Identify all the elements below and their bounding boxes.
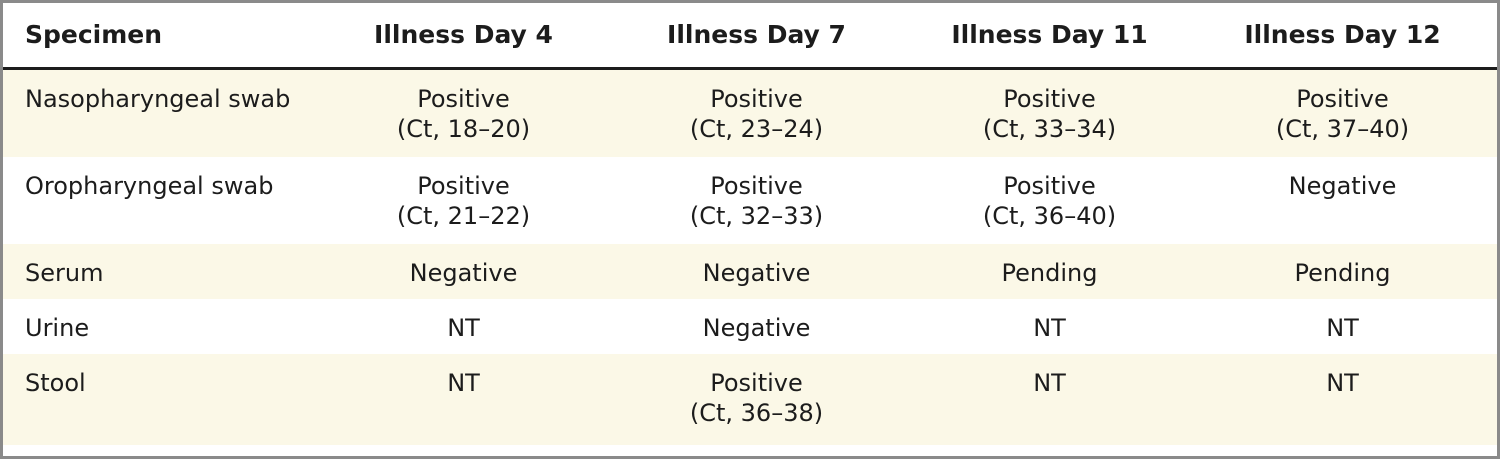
result-text: NT [447, 369, 480, 397]
result-cell: NT [1196, 299, 1489, 354]
result-cell: Positive (Ct, 36–40) [903, 157, 1196, 244]
header-specimen: Specimen [25, 20, 163, 49]
header-day-11: Illness Day 11 [951, 20, 1148, 49]
ct-value: (Ct, 18–20) [396, 115, 531, 143]
result-cell: Negative [610, 299, 903, 354]
ct-value: (Ct, 36–38) [689, 399, 824, 427]
result-text: Positive [417, 172, 510, 200]
result-cell: Pending [903, 244, 1196, 299]
header-day-7: Illness Day 7 [667, 20, 846, 49]
result-text: Positive [710, 85, 803, 113]
result-cell: Positive (Ct, 36–38) [610, 354, 903, 445]
ct-value: (Ct, 33–34) [982, 115, 1117, 143]
table-row-nasopharyngeal: Nasopharyngeal swab Positive (Ct, 18–20)… [3, 70, 1497, 157]
result-text: Positive [417, 85, 510, 113]
header-day-4: Illness Day 4 [374, 20, 553, 49]
ct-value: (Ct, 36–40) [982, 202, 1117, 230]
result-cell: NT [903, 354, 1196, 445]
result-text: Positive [710, 369, 803, 397]
result-text: Positive [1296, 85, 1389, 113]
result-text: NT [1326, 369, 1359, 397]
table-row-stool: Stool NT Positive (Ct, 36–38) NT NT [3, 354, 1497, 445]
specimen-label: Urine [25, 314, 90, 342]
result-cell: Positive (Ct, 18–20) [317, 70, 610, 157]
result-cell: Positive (Ct, 21–22) [317, 157, 610, 244]
result-cell: Negative [610, 244, 903, 299]
result-cell: NT [317, 299, 610, 354]
header-day-12: Illness Day 12 [1244, 20, 1441, 49]
result-text: Pending [1294, 259, 1391, 287]
table-header-row: Specimen Illness Day 4 Illness Day 7 Ill… [3, 3, 1497, 70]
specimen-label: Serum [25, 259, 104, 287]
table-row-urine: Urine NT Negative NT NT [3, 299, 1497, 354]
result-text: NT [1033, 369, 1066, 397]
ct-value: (Ct, 23–24) [689, 115, 824, 143]
specimen-label: Stool [25, 369, 86, 397]
result-cell: NT [1196, 354, 1489, 445]
ct-value: (Ct, 21–22) [396, 202, 531, 230]
result-cell: NT [317, 354, 610, 445]
result-text: Negative [409, 259, 518, 287]
result-text: Positive [1003, 85, 1096, 113]
ct-value: (Ct, 32–33) [689, 202, 824, 230]
result-cell: NT [903, 299, 1196, 354]
result-text: Pending [1001, 259, 1098, 287]
result-text: Positive [1003, 172, 1096, 200]
specimen-label: Nasopharyngeal swab [25, 85, 291, 113]
result-text: NT [447, 314, 480, 342]
result-text: Positive [710, 172, 803, 200]
result-cell: Positive (Ct, 32–33) [610, 157, 903, 244]
result-cell: Pending [1196, 244, 1489, 299]
result-cell: Negative [317, 244, 610, 299]
result-text: NT [1033, 314, 1066, 342]
table-row-oropharyngeal: Oropharyngeal swab Positive (Ct, 21–22) … [3, 157, 1497, 244]
result-text: Negative [1288, 172, 1397, 200]
result-text: Negative [702, 259, 811, 287]
specimen-label: Oropharyngeal swab [25, 172, 274, 200]
result-cell: Positive (Ct, 37–40) [1196, 70, 1489, 157]
result-cell: Positive (Ct, 23–24) [610, 70, 903, 157]
result-text: Negative [702, 314, 811, 342]
result-cell: Positive (Ct, 33–34) [903, 70, 1196, 157]
table-row-serum: Serum Negative Negative Pending Pending [3, 244, 1497, 299]
result-cell: Negative [1196, 157, 1489, 244]
ct-value: (Ct, 37–40) [1275, 115, 1410, 143]
result-text: NT [1326, 314, 1359, 342]
